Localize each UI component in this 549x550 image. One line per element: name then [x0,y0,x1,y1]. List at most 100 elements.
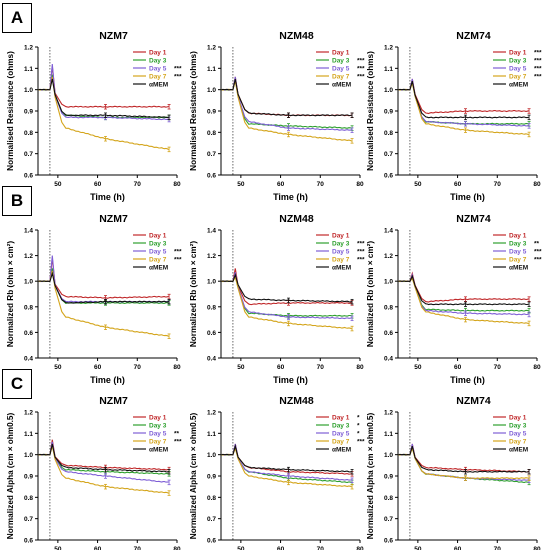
p6-significance-day-5: *** [534,249,542,256]
p9-y-tick-label-0-9: 0.9 [384,474,393,481]
p2-y-tick-label-0-9: 0.9 [207,109,216,116]
p3-series-line-day-7 [397,81,529,136]
p1-legend-label-day-5: Day 5 [149,66,167,73]
p5-series-line-day-5 [220,272,352,320]
p7-x-tick-label-70: 70 [134,546,142,550]
p7-legend-label-mem: αMEM [149,447,168,454]
p3-y-tick-label-0-7: 0.7 [384,151,393,158]
p8-y-tick-label-1-0: 1.0 [207,452,216,459]
p6-y-tick-label-0-6: 0.6 [384,330,393,337]
p4-y-tick-label-0-6: 0.6 [24,330,33,337]
p4-y-tick-label-1-2: 1.2 [24,253,33,260]
p9-y-tick-label-0-7: 0.7 [384,516,393,523]
p7-y-tick-label-1-2: 1.2 [24,410,33,417]
p3-x-tick-label-60: 60 [454,181,462,188]
p8-series-line-day-7 [220,446,352,488]
p2-legend-label-day-7: Day 7 [332,74,350,81]
p5-legend-label-day-7: Day 7 [332,257,350,264]
p2-y-tick-label-0-8: 0.8 [207,130,216,137]
p3-x-tick-label-70: 70 [494,181,502,188]
p7-x-tick-label-60: 60 [94,546,102,550]
p6-legend-label-day-3: Day 3 [509,241,527,248]
p5-legend-label-day-5: Day 5 [332,249,350,256]
p4-significance-day-5: *** [174,249,182,256]
p4-x-tick-label-50: 50 [54,364,62,371]
p2-series-line-day-5 [220,76,352,131]
p7-y-tick-label-0-7: 0.7 [24,516,33,523]
p3-legend-label-day-1: Day 1 [509,50,527,57]
p3-y-tick-label-0-6: 0.6 [384,173,393,180]
p2-y-tick-label-1-1: 1.1 [207,66,216,73]
p8-x-tick-label-70: 70 [317,546,325,550]
p2-series-line-day-3 [220,78,352,129]
p9-x-tick-label-50: 50 [414,546,422,550]
p5-series-line-mem [220,272,352,303]
p1-y-axis-label: Normalised Resistance (ohms) [6,51,15,171]
p5-y-tick-label-0-6: 0.6 [207,330,216,337]
p7-x-tick-label-50: 50 [54,546,62,550]
p3-series-line-mem [397,80,529,119]
p8-y-tick-label-0-6: 0.6 [207,538,216,545]
p9-x-tick-label-70: 70 [494,546,502,550]
p7-title: NZM7 [99,395,128,407]
p6-significance-day-7: *** [534,257,542,264]
p6-y-tick-label-0-4: 0.4 [384,356,393,363]
p8-series-line-day-3 [220,443,352,484]
p3-series-line-day-5 [397,78,529,127]
p2-significance-day-5: *** [357,66,365,73]
p5-y-tick-label-0-4: 0.4 [207,356,216,363]
p3-significance-day-5: *** [534,66,542,73]
p1-x-axis-label: Time (h) [90,192,125,202]
p2-y-tick-label-0-6: 0.6 [207,173,216,180]
p3-y-tick-label-0-8: 0.8 [384,130,393,137]
p8-significance-day-7: *** [357,439,365,446]
p2-legend-label-day-3: Day 3 [332,58,350,65]
p9-legend-label-mem: αMEM [509,447,528,454]
p8-series-line-day-5 [220,443,352,481]
p1-legend-label-day-3: Day 3 [149,58,167,65]
p5-x-tick-label-70: 70 [317,364,325,371]
p7-y-tick-label-0-8: 0.8 [24,495,33,502]
p7-legend-label-day-1: Day 1 [149,415,167,422]
p4-series-line-day-7 [37,270,169,337]
p5-legend-label-day-1: Day 1 [332,233,350,240]
p2-x-axis-label: Time (h) [273,192,308,202]
p9-series-line-mem [397,445,529,473]
p3-y-axis-label: Normalised Resistance (ohms) [366,51,375,171]
p2-x-tick-label-60: 60 [277,181,285,188]
p4-y-tick-label-1-4: 1.4 [24,228,33,235]
p1-y-tick-label-1-2: 1.2 [24,45,33,52]
p4-legend-label-day-7: Day 7 [149,257,167,264]
p8-legend-label-mem: αMEM [332,447,351,454]
p1-x-tick-label-50: 50 [54,181,62,188]
p5-series-line-day-1 [220,268,352,306]
p1-x-tick-label-80: 80 [173,181,181,188]
p3-legend-label-day-3: Day 3 [509,58,527,65]
p8-y-tick-label-1-2: 1.2 [207,410,216,417]
p4-x-axis-label: Time (h) [90,375,125,385]
p2-x-tick-label-50: 50 [237,181,245,188]
p6-significance-day-3: ** [534,241,540,248]
p1-legend-label-day-7: Day 7 [149,74,167,81]
p7-series-line-day-5 [37,441,169,483]
p4-significance-day-7: *** [174,257,182,264]
p1-y-tick-label-1-1: 1.1 [24,66,33,73]
p8-legend-label-day-7: Day 7 [332,439,350,446]
p5-y-tick-label-1-4: 1.4 [207,228,216,235]
p7-y-axis-label: Normalized Alpha (cm × ohm0.5) [6,413,15,540]
p5-x-tick-label-80: 80 [356,364,364,371]
p7-significance-day-7: *** [174,439,182,446]
p1-y-tick-label-0-7: 0.7 [24,151,33,158]
p8-series-line-mem [220,443,352,473]
p5-x-axis-label: Time (h) [273,375,308,385]
p6-x-axis-label: Time (h) [450,375,485,385]
p8-x-tick-label-60: 60 [277,546,285,550]
p2-y-tick-label-0-7: 0.7 [207,151,216,158]
p3-y-tick-label-0-9: 0.9 [384,109,393,116]
p8-significance-day-5: * [357,431,360,438]
p1-series-line-day-1 [37,66,169,108]
p5-series-line-day-7 [220,276,352,330]
row-label-a: A [2,3,32,33]
p6-y-tick-label-1-2: 1.2 [384,253,393,260]
